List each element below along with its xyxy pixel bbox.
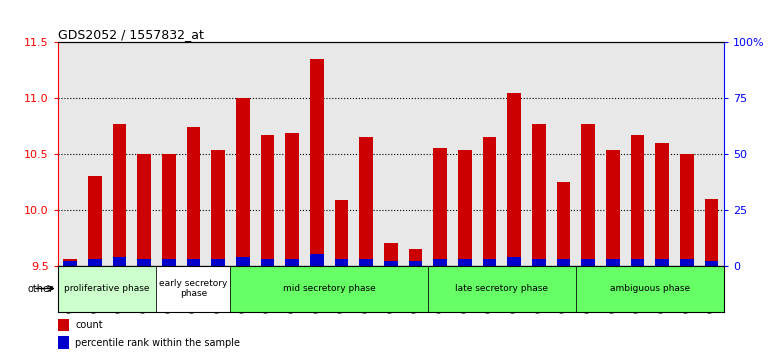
Bar xyxy=(606,149,620,266)
Bar xyxy=(310,59,323,266)
Bar xyxy=(310,255,323,266)
Bar xyxy=(261,135,274,266)
Bar xyxy=(58,266,156,312)
Bar xyxy=(335,200,348,266)
Bar xyxy=(606,259,620,266)
Text: late secretory phase: late secretory phase xyxy=(455,284,548,293)
Bar xyxy=(137,154,151,266)
Bar xyxy=(162,154,176,266)
Bar xyxy=(680,154,694,266)
Text: early secretory
phase: early secretory phase xyxy=(159,279,228,298)
Bar xyxy=(680,259,694,266)
Bar xyxy=(409,261,422,266)
Bar xyxy=(581,124,595,266)
Bar xyxy=(384,243,397,266)
Bar xyxy=(230,266,428,312)
Bar xyxy=(58,336,69,349)
Bar xyxy=(483,259,496,266)
Text: mid secretory phase: mid secretory phase xyxy=(283,284,376,293)
Bar xyxy=(483,137,496,266)
Bar xyxy=(112,124,126,266)
Bar xyxy=(532,259,546,266)
Bar xyxy=(186,259,200,266)
Text: percentile rank within the sample: percentile rank within the sample xyxy=(75,338,240,348)
Bar xyxy=(261,259,274,266)
Bar xyxy=(409,249,422,266)
Bar xyxy=(576,266,724,312)
Bar xyxy=(507,257,521,266)
Bar xyxy=(137,259,151,266)
Bar xyxy=(428,266,576,312)
Bar xyxy=(186,127,200,266)
Bar xyxy=(458,149,471,266)
Text: ambiguous phase: ambiguous phase xyxy=(610,284,690,293)
Bar xyxy=(211,259,225,266)
Bar xyxy=(162,259,176,266)
Bar xyxy=(63,259,77,266)
Bar xyxy=(88,176,102,266)
Bar xyxy=(705,199,718,266)
Bar xyxy=(112,257,126,266)
Text: proliferative phase: proliferative phase xyxy=(65,284,150,293)
Bar xyxy=(655,143,669,266)
Bar xyxy=(286,259,299,266)
Bar xyxy=(655,259,669,266)
Bar xyxy=(236,98,249,266)
Bar xyxy=(58,319,69,331)
Bar xyxy=(532,124,546,266)
Text: other: other xyxy=(28,284,54,293)
Bar xyxy=(631,135,644,266)
Text: count: count xyxy=(75,320,102,330)
Bar xyxy=(211,149,225,266)
Bar xyxy=(557,182,571,266)
Bar xyxy=(458,259,471,266)
Bar xyxy=(335,259,348,266)
Bar xyxy=(557,259,571,266)
Bar xyxy=(705,261,718,266)
Bar xyxy=(88,259,102,266)
Bar xyxy=(286,133,299,266)
Bar xyxy=(360,259,373,266)
Text: GDS2052 / 1557832_at: GDS2052 / 1557832_at xyxy=(58,28,203,41)
Bar xyxy=(434,148,447,266)
Bar xyxy=(384,261,397,266)
Bar xyxy=(434,259,447,266)
Bar xyxy=(156,266,230,312)
Bar xyxy=(631,259,644,266)
Bar xyxy=(236,257,249,266)
Bar xyxy=(581,259,595,266)
Bar xyxy=(507,93,521,266)
Bar xyxy=(63,261,77,266)
Bar xyxy=(360,137,373,266)
